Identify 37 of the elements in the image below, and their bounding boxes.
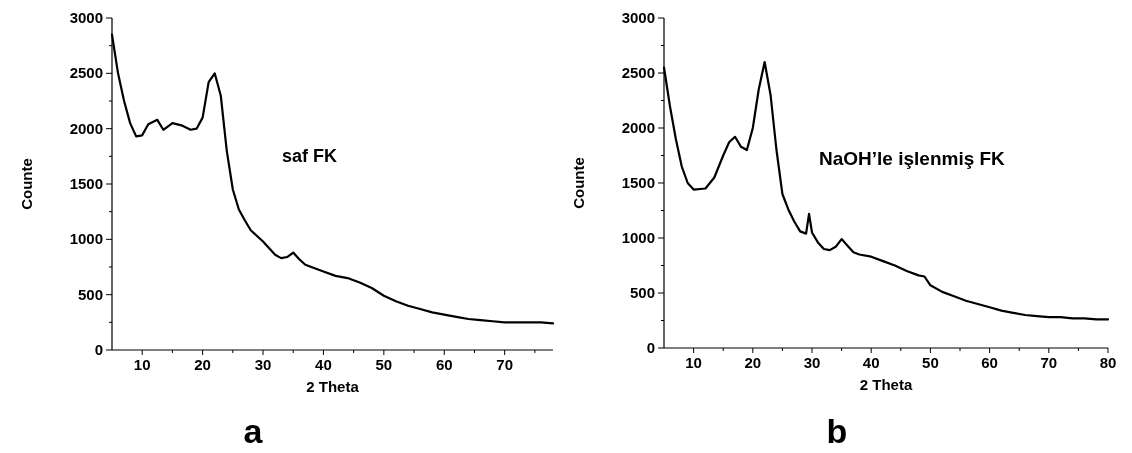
x-tick-label: 10 bbox=[685, 354, 702, 371]
y-tick-label: 2500 bbox=[69, 64, 103, 82]
text: b bbox=[826, 412, 848, 450]
text: a bbox=[243, 412, 264, 450]
y-tick-label: 2000 bbox=[69, 119, 103, 137]
y-tick-label: 2000 bbox=[621, 119, 655, 136]
x-tick-label: 50 bbox=[922, 354, 939, 371]
annotation: saf FK bbox=[282, 146, 338, 166]
y-tick-label: 0 bbox=[94, 341, 103, 358]
y-tick-label: 1000 bbox=[69, 230, 103, 248]
x-tick-label: 20 bbox=[194, 356, 211, 373]
y-tick-label: 1500 bbox=[621, 174, 655, 191]
y-tick-label: 500 bbox=[77, 285, 103, 303]
y-axis-title: Counte bbox=[570, 157, 587, 209]
y-tick-label: 1500 bbox=[69, 175, 103, 192]
x-axis-title: 2 Theta bbox=[859, 376, 913, 393]
x-tick-label: 60 bbox=[981, 354, 998, 371]
y-tick-label: 3000 bbox=[621, 9, 655, 26]
x-tick-label: 80 bbox=[1099, 354, 1117, 371]
x-tick-label: 10 bbox=[133, 356, 151, 373]
y-tick-label: 1000 bbox=[621, 229, 655, 246]
y-axis-title: Counte bbox=[18, 158, 35, 210]
y-tick-label: 3000 bbox=[69, 9, 103, 26]
x-tick-label: 20 bbox=[744, 354, 762, 371]
x-tick-label: 50 bbox=[375, 356, 393, 373]
annotation: NaOH’le işlenmiş FK bbox=[819, 148, 1006, 169]
y-tick-label: 500 bbox=[629, 284, 655, 301]
x-tick-label: 30 bbox=[254, 356, 272, 373]
x-tick-label: 40 bbox=[862, 354, 880, 371]
x-axis-title: 2 Theta bbox=[306, 378, 360, 395]
x-tick-label: 70 bbox=[496, 356, 514, 373]
x-tick-label: 30 bbox=[803, 354, 821, 371]
y-tick-label: 2500 bbox=[621, 64, 655, 81]
x-tick-label: 60 bbox=[435, 356, 453, 373]
y-tick-label: 0 bbox=[646, 339, 655, 356]
x-tick-label: 40 bbox=[315, 356, 332, 373]
x-tick-label: 70 bbox=[1040, 354, 1058, 371]
